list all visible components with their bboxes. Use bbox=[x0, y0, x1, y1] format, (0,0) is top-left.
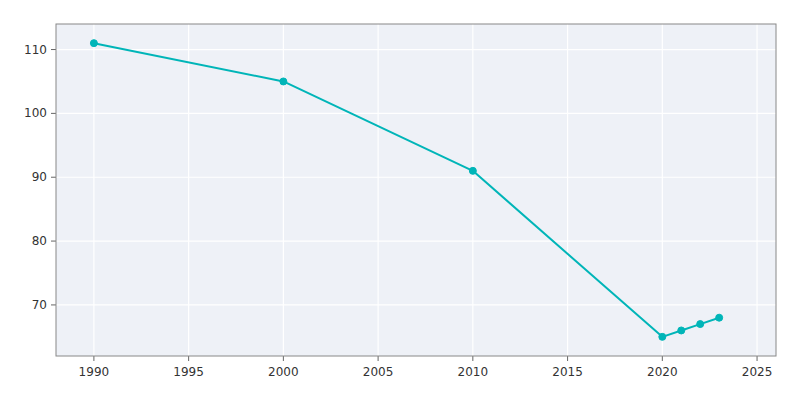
chart-container: 1990 1995 2000 2005 2010 2015 2020 2025 70 80 90 10… bbox=[0, 0, 800, 400]
x-grid-line bbox=[188, 24, 189, 356]
x-tick-label: 2005 bbox=[363, 365, 394, 379]
x-grid-line bbox=[283, 24, 284, 356]
data-point bbox=[469, 167, 476, 174]
y-tick bbox=[51, 49, 56, 50]
x-tick-label: 2025 bbox=[742, 365, 773, 379]
x-grid-line bbox=[472, 24, 473, 356]
x-tick bbox=[472, 356, 473, 361]
x-tick bbox=[378, 356, 379, 361]
y-grid-line bbox=[56, 113, 776, 114]
x-tick-label: 2010 bbox=[458, 365, 489, 379]
plot-frame bbox=[56, 24, 776, 356]
data-point bbox=[678, 327, 685, 334]
x-grid-line bbox=[567, 24, 568, 356]
y-tick-label: 70 bbox=[32, 298, 47, 312]
x-tick bbox=[757, 356, 758, 361]
x-grid-line bbox=[378, 24, 379, 356]
y-tick bbox=[51, 177, 56, 178]
x-tick bbox=[567, 356, 568, 361]
chart-svg: 1990 1995 2000 2005 2010 2015 2020 2025 70 80 90 10… bbox=[0, 0, 800, 400]
plot-background bbox=[56, 24, 776, 356]
x-grid-line bbox=[756, 24, 757, 356]
data-point bbox=[697, 321, 704, 328]
grid bbox=[56, 24, 776, 356]
x-tick bbox=[93, 356, 94, 361]
data-point bbox=[280, 78, 287, 85]
y-grid-line bbox=[56, 49, 776, 50]
x-tick-label: 2015 bbox=[552, 365, 583, 379]
axes: 1990 1995 2000 2005 2010 2015 2020 2025 70 80 90 10… bbox=[24, 24, 776, 379]
x-tick bbox=[283, 356, 284, 361]
data-point bbox=[716, 314, 723, 321]
x-tick-label: 1990 bbox=[79, 365, 110, 379]
y-tick bbox=[51, 241, 56, 242]
y-grid-line bbox=[56, 304, 776, 305]
x-tick-label: 2000 bbox=[268, 365, 299, 379]
y-tick bbox=[51, 304, 56, 305]
y-tick-label: 100 bbox=[24, 106, 47, 120]
x-grid-line bbox=[93, 24, 94, 356]
x-tick-label: 1995 bbox=[173, 365, 204, 379]
y-grid-line bbox=[56, 177, 776, 178]
x-tick bbox=[662, 356, 663, 361]
data-line bbox=[94, 43, 719, 337]
x-grid-line bbox=[662, 24, 663, 356]
x-tick bbox=[188, 356, 189, 361]
data-layer bbox=[90, 40, 722, 341]
y-tick bbox=[51, 113, 56, 114]
data-point bbox=[659, 333, 666, 340]
y-tick-label: 110 bbox=[24, 43, 47, 57]
y-tick-label: 90 bbox=[32, 170, 47, 184]
y-grid-line bbox=[56, 240, 776, 241]
page: {"chart_data": {"type": "line", "x": [19… bbox=[0, 0, 800, 400]
y-tick-label: 80 bbox=[32, 234, 47, 248]
x-tick-label: 2020 bbox=[647, 365, 678, 379]
data-point bbox=[90, 40, 97, 47]
